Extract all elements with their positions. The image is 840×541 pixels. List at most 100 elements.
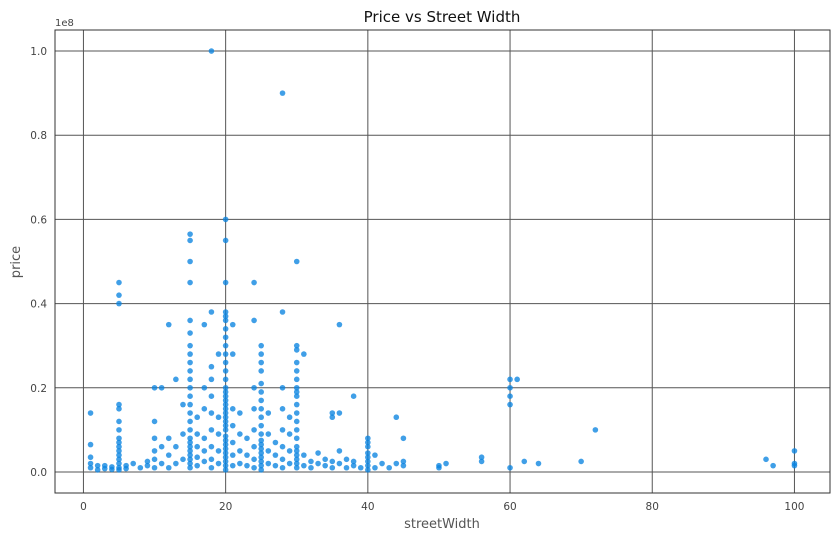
scatter-point [279, 456, 286, 463]
scatter-point [215, 431, 222, 437]
scatter-point [87, 464, 94, 471]
scatter-point [308, 458, 314, 465]
scatter-point [329, 410, 336, 416]
scatter-point [293, 448, 300, 454]
scatter-point [187, 393, 193, 399]
scatter-point [123, 465, 129, 472]
y-tick-label: 0.6 [30, 214, 47, 226]
x-tick-label: 40 [361, 501, 374, 513]
scatter-point [279, 427, 286, 433]
scatter-point [94, 467, 101, 473]
scatter-point [279, 384, 286, 391]
scatter-point [222, 462, 229, 469]
scatter-point [201, 321, 208, 328]
scatter-point [265, 410, 272, 416]
scatter-point [208, 393, 215, 399]
scatter-point [208, 309, 215, 315]
scatter-point [94, 462, 101, 469]
scatter-point [272, 439, 279, 446]
scatter-point [187, 258, 193, 265]
scatter-point [222, 351, 229, 357]
scatter-point [365, 458, 371, 465]
y-tick-label: 0.2 [30, 383, 47, 395]
scatter-point [336, 321, 343, 328]
scatter-point [187, 330, 193, 336]
scatter-point [116, 292, 122, 298]
scatter-point [251, 384, 257, 391]
scatter-point [187, 401, 193, 408]
y-tick-label: 0.4 [30, 299, 47, 311]
scatter-point [222, 414, 229, 421]
scatter-point [258, 368, 264, 374]
scatter-point [116, 427, 122, 433]
scatter-point [315, 450, 321, 456]
scatter-point [329, 458, 336, 465]
scatter-point [187, 452, 193, 458]
scatter-point [265, 448, 272, 454]
scatter-point [222, 237, 229, 244]
scatter-point [365, 454, 371, 461]
scatter-point [301, 452, 307, 458]
scatter-point [165, 435, 172, 442]
scatter-point [208, 376, 215, 383]
scatter-point [244, 462, 250, 469]
scatter-point [791, 448, 798, 454]
scatter-point [258, 431, 264, 437]
scatter-point [251, 279, 257, 286]
scatter-point [187, 464, 193, 471]
scatter-point [187, 439, 193, 446]
scatter-point [293, 427, 300, 433]
scatter-point [187, 231, 193, 237]
scatter-point [293, 376, 300, 383]
scatter-point [350, 393, 357, 399]
scatter-point [144, 458, 151, 465]
scatter-point [272, 462, 279, 469]
scatter-point [258, 446, 264, 452]
scatter-point [229, 422, 236, 429]
scatter-point [208, 410, 215, 416]
y-tick-label: 0.0 [30, 467, 47, 479]
scatter-point [201, 384, 208, 391]
scatter-point [158, 384, 165, 391]
scatter-point [315, 460, 321, 467]
scatter-point [229, 462, 236, 469]
scatter-point [365, 435, 371, 442]
scatter-point [400, 435, 407, 442]
scatter-point [251, 406, 257, 412]
scatter-point [357, 464, 364, 471]
scatter-point [293, 368, 300, 374]
scatter-point [372, 452, 378, 458]
scatter-point [258, 441, 264, 448]
scatter-point [130, 460, 137, 467]
scatter-point [222, 334, 229, 341]
scatter-point [222, 376, 229, 383]
scatter-point [279, 464, 286, 471]
scatter-point [592, 427, 599, 433]
scatter-point [365, 467, 371, 473]
scatter-point [222, 393, 229, 399]
scatter-point [578, 458, 584, 465]
scatter-point [279, 406, 286, 412]
y-tick-label: 0.8 [30, 130, 47, 142]
x-axis-label: streetWidth [404, 517, 480, 532]
scatter-point [194, 414, 201, 421]
scatter-point [244, 452, 250, 458]
scatter-point [187, 410, 193, 416]
scatter-point [222, 446, 229, 452]
data-points [87, 48, 798, 473]
scatter-point [222, 422, 229, 429]
scatter-point [187, 359, 193, 366]
scatter-point [187, 317, 193, 324]
scatter-point [229, 439, 236, 446]
scatter-point [222, 397, 229, 404]
scatter-point [87, 460, 94, 467]
scatter-point [293, 393, 300, 399]
x-tick-label: 100 [784, 501, 804, 513]
scatter-point [222, 326, 229, 332]
scatter-point [365, 462, 371, 469]
scatter-point [258, 437, 264, 444]
scatter-point [116, 279, 122, 286]
scatter-point [507, 384, 513, 391]
scatter-point [343, 464, 350, 471]
